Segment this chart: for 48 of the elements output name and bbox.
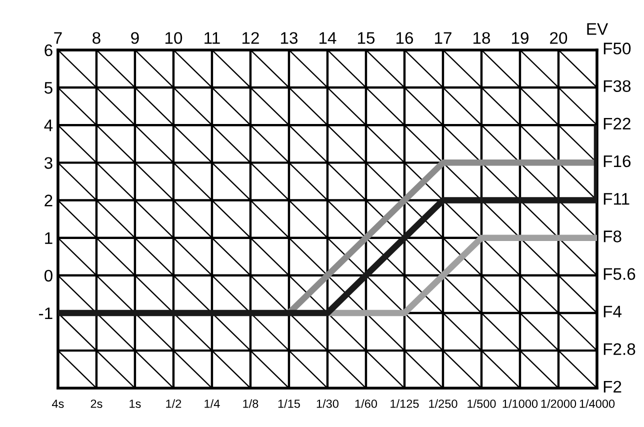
x-tick-label: 1/15 [278,399,300,408]
x-tick-label: 2s [90,400,102,408]
x2-tick-label: 15 [358,32,375,44]
x2-tick-label: 20 [550,32,568,44]
x-tick-label: 1/8 [243,399,258,408]
x2-tick-label: 12 [242,32,259,44]
x-tick-label: 1/30 [316,399,338,408]
y-tick-label: -1 [39,308,52,320]
text: F8 [604,230,622,242]
x-tick-label: 1/4000 [580,399,615,408]
x-tick-label: 1/2 [166,399,182,408]
x-tick-label: 4s [52,400,64,408]
x-tick-label: 1/500 [468,399,496,408]
x-tick-label: 1s [130,400,141,408]
y-tick-label: 6 [44,44,52,56]
x2-tick-label: 11 [204,32,220,44]
x-tick-label: 1/250 [429,399,458,408]
x2-tick-label: 9 [131,32,139,44]
x2-tick-label: 16 [396,32,414,44]
y-tick-label: 3 [44,157,52,169]
text: F2 [604,380,622,392]
text: F4 [604,306,622,318]
x-tick-label: 1/2000 [541,399,576,408]
x-tick-label: 1/4 [204,399,220,408]
text: F16 [604,155,631,168]
x2-tick-label: 17 [434,32,452,44]
y-tick-label: 4 [44,120,53,132]
y-tick-label: 1 [45,232,52,244]
x2-tick-label: 19 [512,32,528,44]
x2-tick-label: 8 [92,32,100,44]
text: F11 [604,193,630,205]
text: F2.8 [604,343,636,356]
text: F50 [604,42,631,54]
x2-tick-label: 18 [473,32,490,44]
x2-tick-label: 13 [280,32,298,44]
text: F5.6 [604,268,636,280]
x2-tick-label: 14 [319,32,336,44]
x2-tick-label: 7 [54,32,62,44]
x-tick-label: 1/60 [355,399,378,408]
y-tick-label: 0 [44,270,52,282]
text: F38 [604,80,631,92]
text: F22 [604,118,630,130]
y-tick-label: 5 [44,82,52,94]
x2-axis-title: EV [587,23,608,35]
y-tick-label: 2 [44,194,52,206]
x-tick-label: 1/1000 [502,399,538,408]
x2-tick-label: 10 [165,32,182,44]
x-tick-label: 1/125 [390,399,419,408]
